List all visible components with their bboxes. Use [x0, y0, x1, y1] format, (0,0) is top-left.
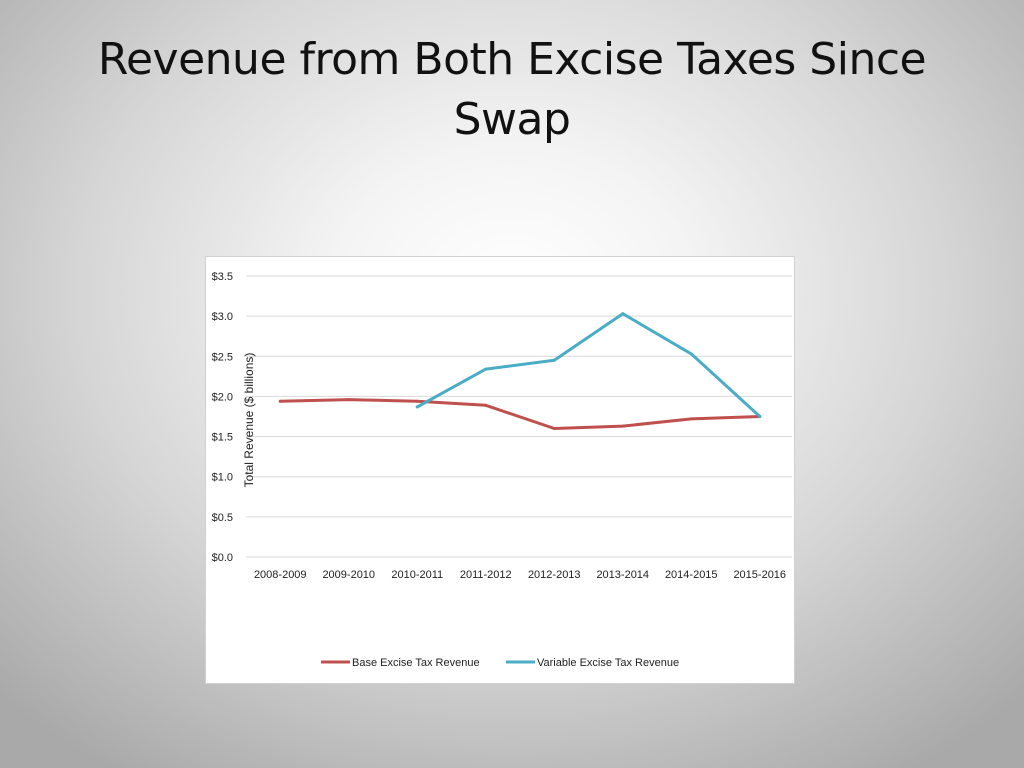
x-tick-label: 2011-2012: [460, 569, 512, 581]
legend: Base Excise Tax Revenue Variable Excise T…: [321, 657, 679, 669]
data-point: [552, 358, 556, 362]
y-tick-label: $2.5: [212, 351, 233, 363]
data-point: [689, 417, 693, 421]
series-line: [278, 398, 762, 430]
x-tick-label: 2008-2009: [254, 569, 307, 581]
x-tick-label: 2012-2013: [528, 569, 581, 581]
data-point: [278, 399, 282, 403]
data-point: [552, 427, 556, 431]
y-tick-label: $0.0: [212, 552, 233, 564]
y-tick-label: $1.5: [212, 432, 233, 444]
slide-title: Revenue from Both Excise Taxes Since Swa…: [97, 34, 927, 145]
y-tick-label: $0.5: [212, 512, 233, 524]
data-point: [484, 403, 488, 407]
y-tick-label: $3.0: [212, 311, 233, 323]
data-point: [758, 415, 762, 418]
data-point: [621, 424, 625, 428]
data-point: [689, 352, 693, 356]
series: [278, 312, 762, 431]
x-tick-label: 2015-2016: [733, 569, 786, 581]
series-line: [415, 312, 762, 418]
x-tick-label: 2010-2011: [391, 569, 443, 581]
data-point: [621, 312, 625, 316]
legend-label: Variable Excise Tax Revenue: [537, 657, 679, 669]
x-tick-label: 2009-2010: [322, 569, 375, 581]
data-point: [347, 398, 351, 402]
x-axis-ticks: 2008-2009 2009-2010 2010-2011 2011-2012 2012…: [254, 569, 786, 581]
chart-container: $0.0 $0.5 $1.0 $1.5 $2.0 $2.5 $3.0 $3.5 2008-20…: [205, 256, 795, 684]
y-axis-ticks: $0.0 $0.5 $1.0 $1.5 $2.0 $2.5 $3.0 $3.5: [212, 271, 233, 564]
data-point: [415, 399, 419, 403]
x-tick-label: 2013-2014: [596, 569, 649, 581]
legend-label: Base Excise Tax Revenue: [352, 657, 480, 669]
line-chart: $0.0 $0.5 $1.0 $1.5 $2.0 $2.5 $3.0 $3.5 2008-20…: [212, 271, 792, 669]
y-tick-label: $1.0: [212, 472, 233, 484]
y-tick-label: $3.5: [212, 271, 233, 283]
data-point: [484, 367, 488, 371]
x-tick-label: 2014-2015: [665, 569, 718, 581]
y-axis-title: Total Revenue ($ billions): [242, 353, 256, 488]
gridlines: [246, 275, 792, 558]
y-tick-label: $2.0: [212, 391, 233, 403]
data-point: [415, 405, 419, 409]
